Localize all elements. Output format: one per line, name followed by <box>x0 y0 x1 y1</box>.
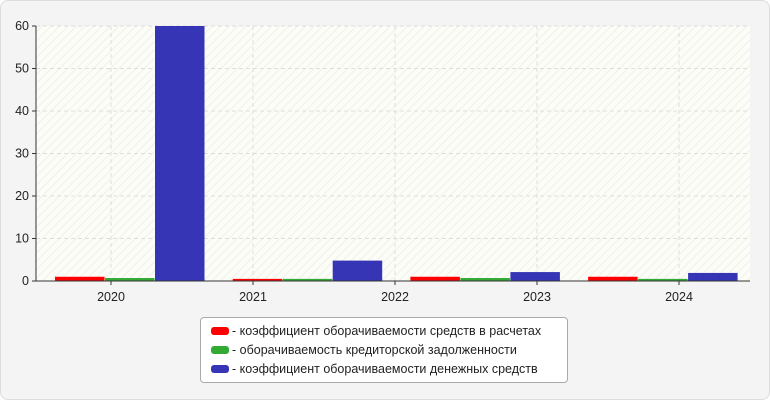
y-tick-label: 60 <box>15 19 29 33</box>
bar-1-3 <box>638 278 688 281</box>
y-tick-label: 40 <box>15 104 29 118</box>
bar-0-0 <box>55 276 105 281</box>
legend-label: - коэффициент оборачиваемости денежных с… <box>232 362 538 376</box>
legend-label: - оборачиваемость кредиторской задолженн… <box>232 343 517 357</box>
bar-1-2 <box>460 278 510 281</box>
bar-2-2 <box>510 272 560 281</box>
x-tick-label: 2020 <box>97 290 125 304</box>
bar-2-3 <box>688 272 738 281</box>
legend-item: - коэффициент оборачиваемости средств в … <box>211 324 541 338</box>
bar-1-1 <box>282 278 333 281</box>
y-tick-label: 30 <box>15 147 29 161</box>
y-tick-label: 20 <box>15 189 29 203</box>
legend-swatch <box>211 346 229 354</box>
bar-1-0 <box>105 278 155 281</box>
bar-0-1 <box>232 278 283 281</box>
legend-swatch <box>211 327 229 335</box>
x-tick-label: 2023 <box>523 290 551 304</box>
legend-item: - коэффициент оборачиваемости денежных с… <box>211 362 538 376</box>
bar-2-0 <box>155 26 205 281</box>
bar-0-3 <box>588 276 638 281</box>
x-tick-label: 2022 <box>381 290 409 304</box>
legend: - коэффициент оборачиваемости средств в … <box>200 317 568 383</box>
legend-swatch <box>211 365 229 373</box>
x-tick-label: 2021 <box>239 290 267 304</box>
bar-2-1 <box>332 260 383 281</box>
y-tick-label: 50 <box>15 62 29 76</box>
y-tick-label: 10 <box>15 232 29 246</box>
x-tick-label: 2024 <box>665 290 693 304</box>
bar-0-2 <box>410 276 460 281</box>
y-tick-label: 0 <box>22 274 29 288</box>
legend-label: - коэффициент оборачиваемости средств в … <box>232 324 542 338</box>
legend-item: - оборачиваемость кредиторской задолженн… <box>211 343 517 357</box>
